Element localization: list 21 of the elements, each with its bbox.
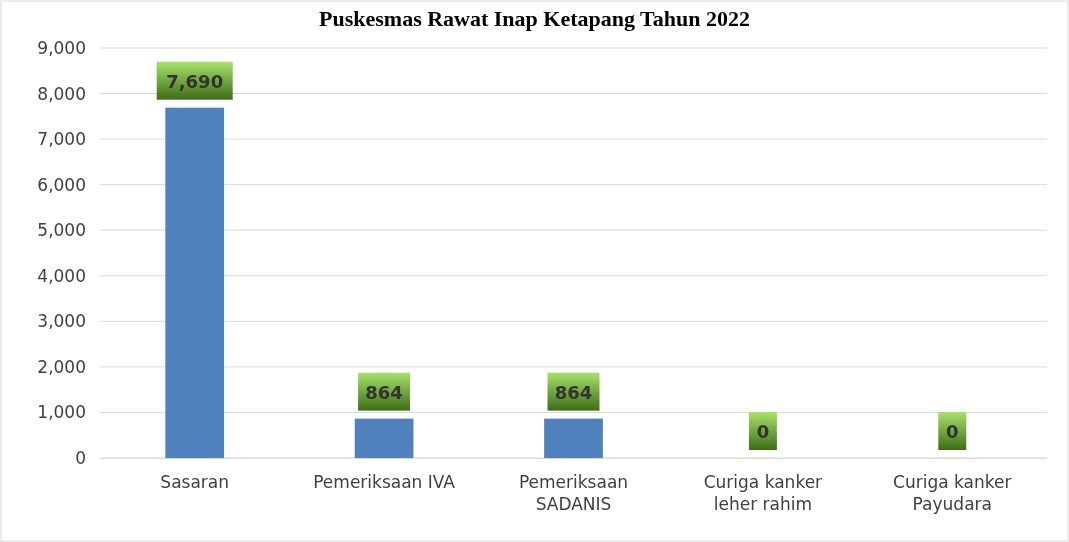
y-tick-label: 8,000 bbox=[37, 83, 86, 104]
y-tick-label: 4,000 bbox=[37, 265, 86, 286]
data-label: 7,690 bbox=[166, 70, 224, 92]
y-tick-label: 0 bbox=[75, 447, 86, 468]
y-tick-label: 5,000 bbox=[37, 220, 86, 241]
data-label: 864 bbox=[554, 381, 593, 403]
y-tick-label: 7,000 bbox=[37, 129, 86, 150]
y-tick-label: 3,000 bbox=[37, 311, 86, 332]
y-tick-label: 9,000 bbox=[37, 37, 86, 58]
y-tick-label: 2,000 bbox=[37, 356, 86, 377]
x-tick-label: Pemeriksaan SADANIS bbox=[518, 472, 629, 514]
x-tick-label: Curiga kanker leher rahim bbox=[703, 472, 823, 514]
x-tick-label: Pemeriksaan IVA bbox=[313, 472, 456, 492]
data-label: 0 bbox=[756, 421, 770, 442]
data-label: 0 bbox=[946, 421, 959, 442]
y-tick-label: 1,000 bbox=[37, 402, 86, 423]
chart-title: Puskesmas Rawat Inap Ketapang Tahun 2022 bbox=[319, 6, 750, 31]
data-label: 864 bbox=[365, 381, 403, 403]
x-tick-label: Sasaran bbox=[160, 472, 230, 492]
x-tick-label: Curiga kanker Payudara bbox=[893, 472, 1012, 514]
y-tick-label: 6,000 bbox=[37, 174, 86, 195]
